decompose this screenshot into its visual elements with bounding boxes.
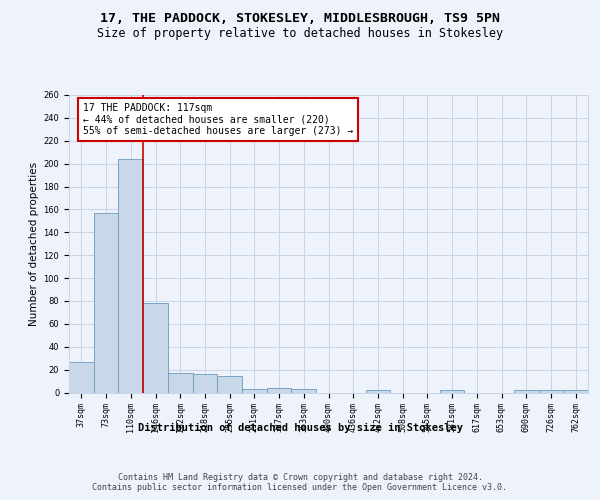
Bar bbox=[193, 374, 217, 392]
Text: Contains HM Land Registry data © Crown copyright and database right 2024.
Contai: Contains HM Land Registry data © Crown c… bbox=[92, 472, 508, 492]
Bar bbox=[563, 390, 588, 392]
Bar bbox=[267, 388, 292, 392]
Bar bbox=[365, 390, 390, 392]
Y-axis label: Number of detached properties: Number of detached properties bbox=[29, 162, 39, 326]
Bar bbox=[242, 389, 267, 392]
Bar bbox=[292, 389, 316, 392]
Text: Distribution of detached houses by size in Stokesley: Distribution of detached houses by size … bbox=[137, 422, 463, 432]
Text: 17, THE PADDOCK, STOKESLEY, MIDDLESBROUGH, TS9 5PN: 17, THE PADDOCK, STOKESLEY, MIDDLESBROUG… bbox=[100, 12, 500, 26]
Bar bbox=[69, 362, 94, 392]
Bar bbox=[168, 373, 193, 392]
Bar bbox=[217, 376, 242, 392]
Bar bbox=[118, 159, 143, 392]
Bar bbox=[440, 390, 464, 392]
Text: 17 THE PADDOCK: 117sqm
← 44% of detached houses are smaller (220)
55% of semi-de: 17 THE PADDOCK: 117sqm ← 44% of detached… bbox=[83, 103, 353, 136]
Bar bbox=[94, 213, 118, 392]
Bar bbox=[539, 390, 563, 392]
Bar bbox=[514, 390, 539, 392]
Bar bbox=[143, 303, 168, 392]
Text: Size of property relative to detached houses in Stokesley: Size of property relative to detached ho… bbox=[97, 28, 503, 40]
